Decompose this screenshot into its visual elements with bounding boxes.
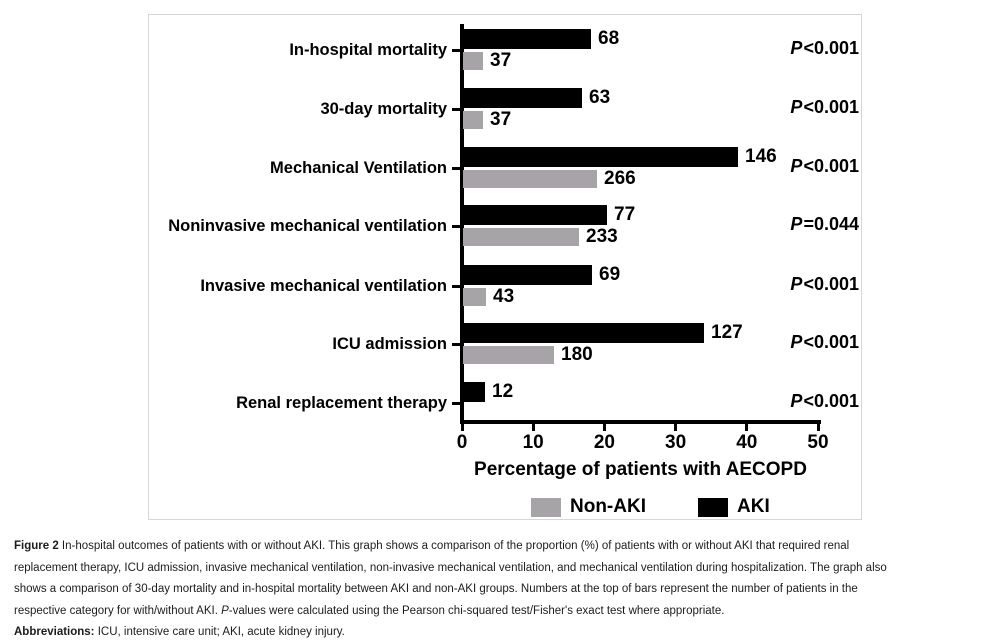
category-label: 30-day mortality <box>320 100 447 118</box>
legend-item-non-aki: Non-AKI <box>531 496 646 517</box>
y-axis-tick <box>452 167 461 170</box>
x-axis-tick-label: 20 <box>593 432 615 453</box>
caption-line-3: shows a comparison of 30-day mortality a… <box>14 583 858 596</box>
category-label: Noninvasive mechanical ventilation <box>168 217 447 235</box>
category-label: Renal replacement therapy <box>236 394 447 412</box>
p-value-italic-prefix: P <box>790 391 803 411</box>
p-value-label: P<0.001 <box>689 37 859 59</box>
x-axis-tick <box>745 420 749 431</box>
category-label: Invasive mechanical ventilation <box>200 277 447 295</box>
p-value-text: <0.001 <box>803 391 859 411</box>
category-label: In-hospital mortality <box>289 41 447 59</box>
p-value-italic-prefix: P <box>790 332 803 352</box>
aki-count-label: 127 <box>711 322 743 343</box>
plot-area: Percentage of patients with AECOPD Non-A… <box>149 15 861 519</box>
y-axis-tick <box>452 108 461 111</box>
y-axis-tick <box>452 285 461 288</box>
x-axis-tick <box>602 420 606 431</box>
caption-text: respective category for with/without AKI… <box>14 604 222 617</box>
non-aki-count-label: 37 <box>490 109 512 130</box>
p-value-text: <0.001 <box>803 274 859 294</box>
figure-caption: Figure 2 In-hospital outcomes of patient… <box>14 536 994 644</box>
p-value-label: P<0.001 <box>689 273 859 295</box>
p-value-label: P<0.001 <box>689 390 859 412</box>
non-aki-bar <box>463 111 483 129</box>
non-aki-bar <box>463 52 483 70</box>
aki-count-label: 68 <box>598 28 620 49</box>
p-value-label: P<0.001 <box>689 155 859 177</box>
p-value-label: P<0.001 <box>689 331 859 353</box>
p-value-label: P=0.044 <box>689 213 859 235</box>
caption-line-4: respective category for with/without AKI… <box>14 601 994 623</box>
p-value-label: P<0.001 <box>689 96 859 118</box>
non-aki-count-label: 233 <box>586 226 618 247</box>
abbreviations-label: Abbreviations: <box>14 626 95 639</box>
non-aki-count-label: 37 <box>490 50 512 71</box>
legend-swatch-non-aki <box>531 497 561 517</box>
aki-bar <box>463 323 704 343</box>
aki-bar <box>463 382 485 402</box>
y-axis-tick <box>452 225 461 228</box>
category-label: Mechanical Ventilation <box>270 159 447 177</box>
caption-line-2: replacement therapy, ICU admission, inva… <box>14 561 887 574</box>
x-axis-tick <box>531 420 535 431</box>
aki-bar <box>463 29 591 49</box>
p-value-text: <0.001 <box>803 332 859 352</box>
caption-italic-p: P <box>221 604 229 617</box>
aki-count-label: 77 <box>614 204 636 225</box>
caption-text: -values were calculated using the Pearso… <box>228 604 725 617</box>
p-value-text: <0.001 <box>803 38 859 58</box>
non-aki-count-label: 180 <box>561 344 593 365</box>
x-axis-tick <box>460 420 464 431</box>
y-axis-tick <box>452 402 461 405</box>
p-value-text: =0.044 <box>803 214 859 234</box>
p-value-text: <0.001 <box>803 156 859 176</box>
x-axis-tick <box>816 420 820 431</box>
aki-bar <box>463 265 592 285</box>
aki-count-label: 69 <box>599 264 621 285</box>
abbreviations-text: ICU, intensive care unit; AKI, acute kid… <box>94 626 345 639</box>
x-axis-tick-label: 40 <box>736 432 758 453</box>
x-axis-tick-label: 30 <box>665 432 687 453</box>
p-value-italic-prefix: P <box>790 274 803 294</box>
non-aki-count-label: 43 <box>493 286 515 307</box>
x-axis-tick-label: 10 <box>522 432 544 453</box>
x-axis-tick <box>674 420 678 431</box>
y-axis-tick <box>452 49 461 52</box>
x-axis-tick-label: 0 <box>456 432 468 453</box>
caption-line-1: Figure 2 In-hospital outcomes of patient… <box>14 536 994 558</box>
aki-bar <box>463 205 607 225</box>
x-axis-tick-label: 50 <box>807 432 829 453</box>
y-axis-line <box>460 24 464 424</box>
legend-swatch-aki <box>698 497 728 517</box>
aki-bar <box>463 88 582 108</box>
y-axis-tick <box>452 343 461 346</box>
legend-label-aki: AKI <box>737 496 770 517</box>
non-aki-bar <box>463 288 486 306</box>
aki-count-label: 146 <box>745 146 777 167</box>
non-aki-bar <box>463 228 579 246</box>
aki-bar <box>463 147 738 167</box>
non-aki-count-label: 266 <box>604 168 636 189</box>
caption-text: In-hospital outcomes of patients with or… <box>58 540 850 552</box>
p-value-italic-prefix: P <box>790 156 803 176</box>
aki-count-label: 63 <box>589 87 611 108</box>
figure-number-label: Figure 2 <box>14 540 59 552</box>
x-axis-title: Percentage of patients with AECOPD <box>474 459 807 480</box>
category-label: ICU admission <box>332 335 447 353</box>
figure2-chart-panel: Percentage of patients with AECOPD Non-A… <box>148 14 862 520</box>
p-value-italic-prefix: P <box>790 214 803 234</box>
legend-label-non-aki: Non-AKI <box>570 496 646 517</box>
p-value-italic-prefix: P <box>790 38 803 58</box>
aki-count-label: 12 <box>492 381 514 402</box>
caption-abbreviations-line: Abbreviations: ICU, intensive care unit;… <box>14 622 994 644</box>
x-axis-line <box>460 420 821 424</box>
p-value-text: <0.001 <box>803 97 859 117</box>
non-aki-bar <box>463 346 554 364</box>
p-value-italic-prefix: P <box>790 97 803 117</box>
non-aki-bar <box>463 170 597 188</box>
legend-item-aki: AKI <box>698 496 770 517</box>
